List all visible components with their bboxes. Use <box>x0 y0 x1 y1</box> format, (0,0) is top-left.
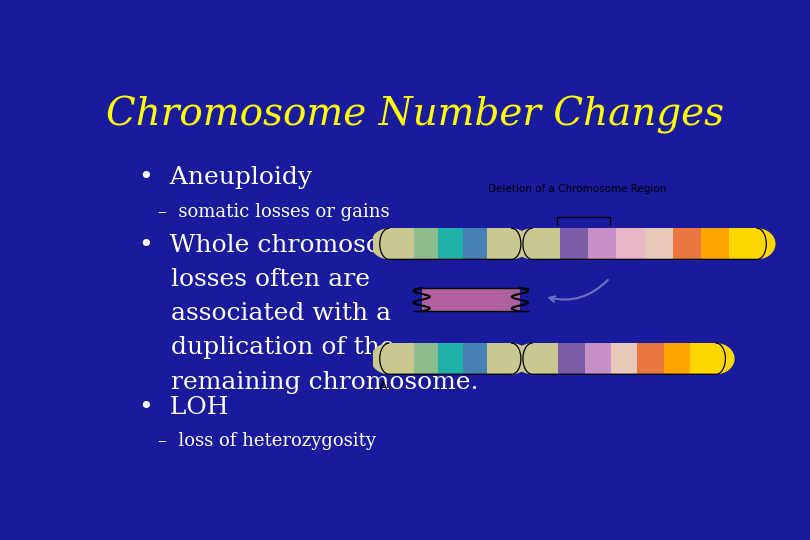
Bar <box>690 343 716 374</box>
Ellipse shape <box>514 343 551 374</box>
Bar <box>438 228 463 259</box>
Bar <box>438 343 463 374</box>
Text: •  Whole chromosome: • Whole chromosome <box>139 234 419 257</box>
Text: remaining chromosome.: remaining chromosome. <box>139 370 479 394</box>
Bar <box>611 343 637 374</box>
Bar <box>389 228 414 259</box>
Ellipse shape <box>493 228 530 259</box>
Bar <box>558 343 585 374</box>
Text: A: A <box>379 380 387 393</box>
Bar <box>673 228 701 259</box>
Ellipse shape <box>370 343 407 374</box>
Text: associated with a: associated with a <box>139 302 391 326</box>
Text: losses often are: losses often are <box>139 268 370 291</box>
Ellipse shape <box>739 228 775 259</box>
Text: •  LOH: • LOH <box>139 396 228 420</box>
Bar <box>463 343 487 374</box>
Bar <box>414 343 438 374</box>
Bar <box>487 343 512 374</box>
Ellipse shape <box>514 228 551 259</box>
Bar <box>637 343 663 374</box>
Bar <box>532 343 558 374</box>
Text: –  loss of heterozygosity: – loss of heterozygosity <box>158 432 376 450</box>
Bar <box>414 228 438 259</box>
Bar <box>663 343 690 374</box>
Text: Chromosome Number Changes: Chromosome Number Changes <box>106 96 724 134</box>
Bar <box>729 228 757 259</box>
Bar <box>561 228 588 259</box>
Text: duplication of the: duplication of the <box>139 336 394 360</box>
Text: •  Aneuploidy: • Aneuploidy <box>139 166 312 188</box>
Bar <box>422 288 520 312</box>
Bar <box>585 343 611 374</box>
Bar <box>616 228 645 259</box>
Text: –  somatic losses or gains: – somatic losses or gains <box>158 204 390 221</box>
Text: Deletion of a Chromosome Region: Deletion of a Chromosome Region <box>488 185 667 194</box>
Bar <box>645 228 673 259</box>
Bar <box>588 228 616 259</box>
Bar <box>389 343 414 374</box>
Ellipse shape <box>493 343 530 374</box>
Ellipse shape <box>697 343 735 374</box>
Bar <box>463 228 487 259</box>
Ellipse shape <box>370 228 407 259</box>
Bar <box>701 228 729 259</box>
Bar <box>532 228 561 259</box>
Bar <box>487 228 512 259</box>
